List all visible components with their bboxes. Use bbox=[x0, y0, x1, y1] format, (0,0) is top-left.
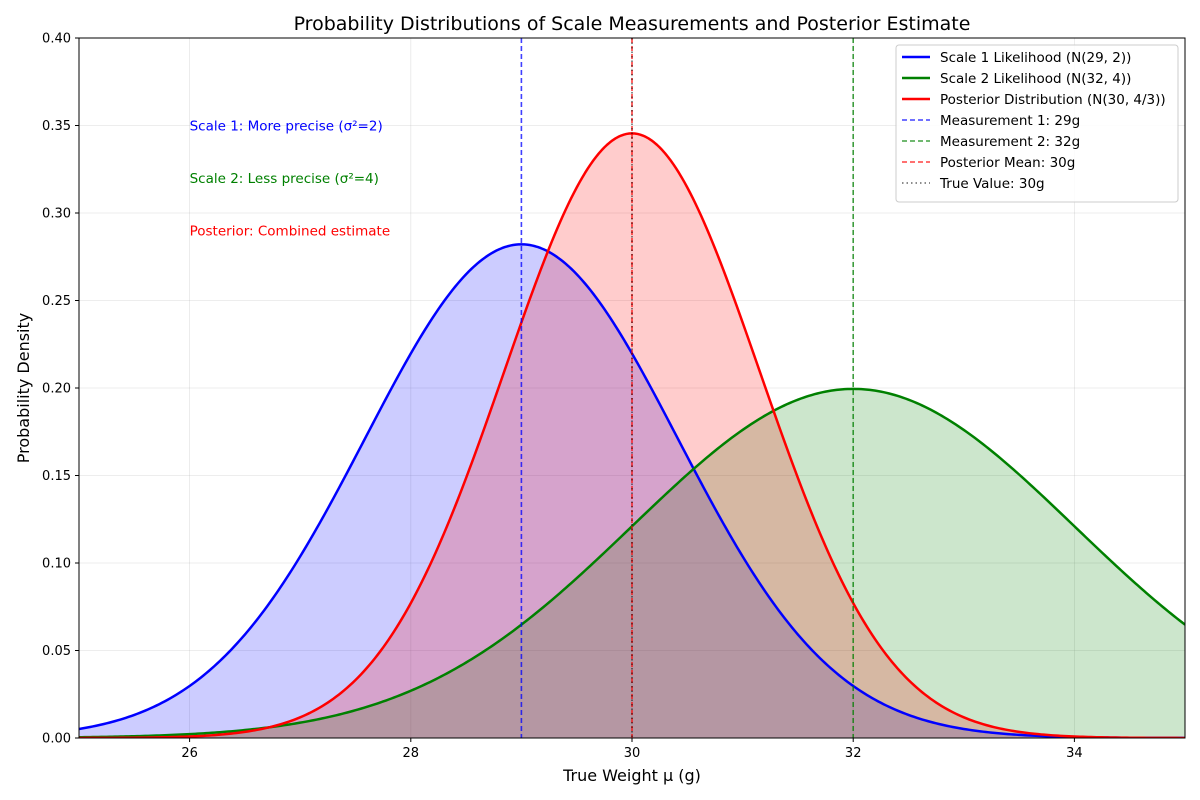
x-tick-label: 28 bbox=[403, 746, 420, 761]
y-tick-label: 0.35 bbox=[42, 119, 71, 134]
annotation-2: Scale 2: Less precise (σ²=4) bbox=[190, 171, 379, 187]
legend-label: Posterior Distribution (N(30, 4/3)) bbox=[940, 92, 1166, 108]
series-1-area bbox=[79, 244, 1185, 738]
tick-layer: 26 28 30 32 34 0.00 0.05 0.10 0.15 0.20 0.25 0.30 0.… bbox=[42, 32, 1083, 762]
annotation-3: Posterior: Combined estimate bbox=[190, 224, 391, 240]
y-tick-label: 0.15 bbox=[42, 469, 71, 484]
y-tick-label: 0.30 bbox=[42, 207, 71, 222]
fill-layer bbox=[79, 133, 1185, 738]
y-tick-label: 0.25 bbox=[42, 294, 71, 309]
x-tick-label: 32 bbox=[845, 746, 862, 761]
y-tick-label: 0.10 bbox=[42, 557, 71, 572]
legend-box bbox=[895, 44, 1179, 203]
chart-title: Probability Distributions of Scale Measu… bbox=[294, 13, 971, 35]
x-tick-label: 30 bbox=[624, 746, 641, 761]
x-axis-label: True Weight μ (g) bbox=[562, 766, 701, 785]
x-tick-label: 26 bbox=[181, 746, 198, 761]
y-tick-label: 0.40 bbox=[42, 32, 71, 47]
annotation-1: Scale 1: More precise (σ²=2) bbox=[190, 119, 383, 135]
legend-label: Measurement 1: 29g bbox=[940, 113, 1080, 129]
y-axis-label: Probability Density bbox=[14, 313, 33, 464]
vline-layer bbox=[520, 38, 855, 738]
legend-label: Posterior Mean: 30g bbox=[940, 155, 1075, 171]
x-tick-label: 34 bbox=[1066, 746, 1083, 761]
series-2-area bbox=[79, 388, 1185, 738]
legend-label: Measurement 2: 32g bbox=[940, 134, 1080, 150]
legend-label: True Value: 30g bbox=[939, 176, 1045, 192]
y-tick-label: 0.20 bbox=[42, 382, 71, 397]
y-tick-label: 0.00 bbox=[42, 732, 71, 747]
legend-label: Scale 1 Likelihood (N(29, 2)) bbox=[940, 50, 1131, 66]
legend: Scale 1 Likelihood (N(29, 2)) Scale 2 Lik… bbox=[895, 44, 1179, 203]
legend-label: Scale 2 Likelihood (N(32, 4)) bbox=[940, 71, 1131, 87]
series-3-area bbox=[79, 133, 1185, 738]
annotation-layer: Scale 1: More precise (σ²=2) Scale 2: Les… bbox=[190, 119, 391, 240]
y-tick-label: 0.05 bbox=[42, 644, 71, 659]
